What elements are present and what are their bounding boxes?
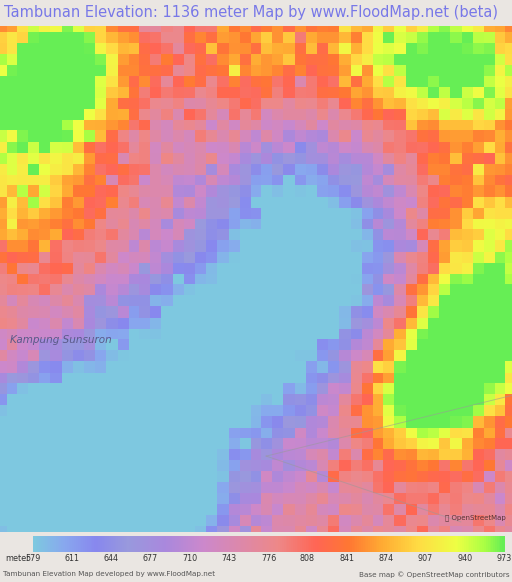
Text: 874: 874 — [378, 554, 394, 563]
Text: Base map © OpenStreetMap contributors: Base map © OpenStreetMap contributors — [359, 571, 509, 578]
Text: 🔍 OpenStreetMap: 🔍 OpenStreetMap — [445, 514, 506, 521]
Text: 776: 776 — [261, 554, 276, 563]
Text: 710: 710 — [182, 554, 198, 563]
Text: 743: 743 — [222, 554, 237, 563]
Text: 808: 808 — [300, 554, 314, 563]
Text: 841: 841 — [339, 554, 354, 563]
Text: Tambunan Elevation: 1136 meter Map by www.FloodMap.net (beta): Tambunan Elevation: 1136 meter Map by ww… — [4, 5, 498, 20]
Text: 611: 611 — [64, 554, 79, 563]
Text: 644: 644 — [103, 554, 118, 563]
Text: Tambunan Elevation Map developed by www.FloodMap.net: Tambunan Elevation Map developed by www.… — [3, 571, 215, 577]
Text: 940: 940 — [457, 554, 473, 563]
Text: 579: 579 — [26, 554, 41, 563]
Text: 973: 973 — [497, 554, 512, 563]
Text: 907: 907 — [418, 554, 433, 563]
Text: meter: meter — [5, 554, 30, 563]
Text: Kampung Sunsuron: Kampung Sunsuron — [10, 335, 112, 345]
Text: 677: 677 — [143, 554, 158, 563]
